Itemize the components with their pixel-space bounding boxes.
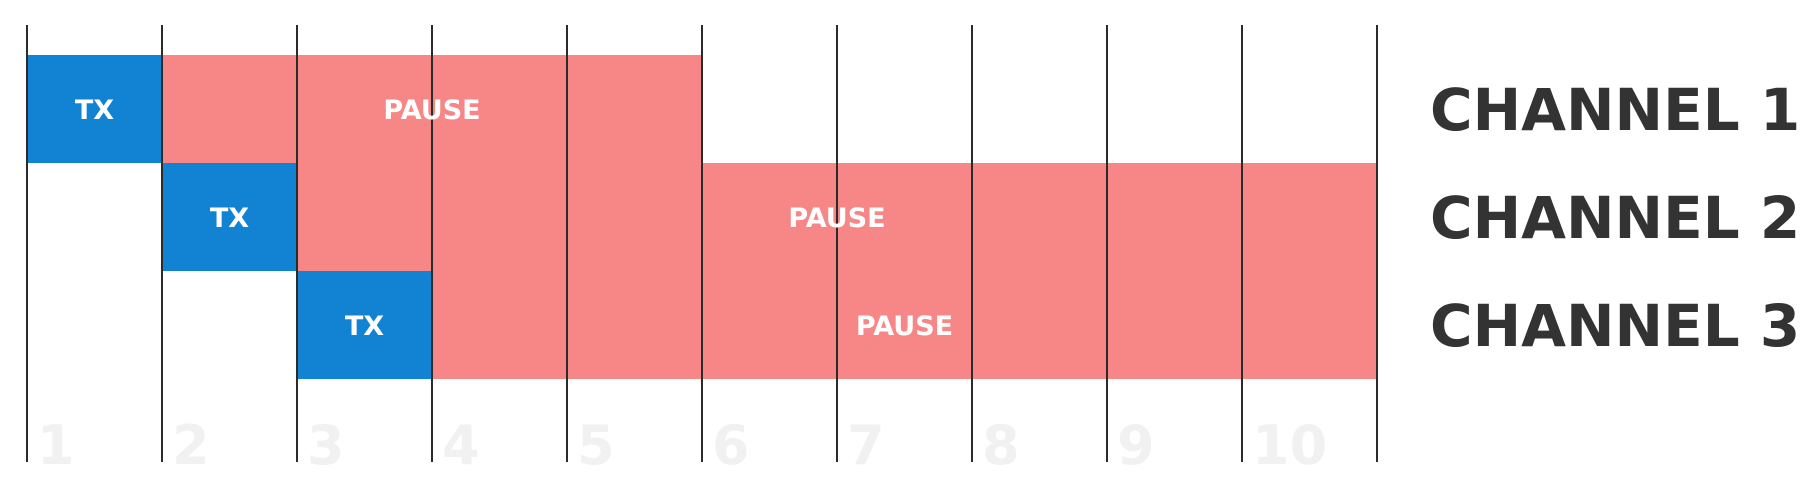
- timeslot-number: 1: [37, 414, 75, 477]
- channel-labels: CHANNEL 1 CHANNEL 2 CHANNEL 3: [1430, 76, 1800, 360]
- channel-label: CHANNEL 2: [1430, 184, 1800, 252]
- timeslot-number: 5: [577, 414, 615, 477]
- pause-segment: [432, 271, 1377, 379]
- tx-segment: [297, 271, 432, 379]
- timeslot-number: 2: [172, 414, 210, 477]
- pause-segment-label: PAUSE: [788, 203, 885, 234]
- segment-labels: TX PAUSE TX PAUSE TX PAUSE: [75, 95, 953, 342]
- tx-segment: [162, 163, 297, 271]
- tx-segment-label: TX: [345, 311, 384, 342]
- timeslot-number: 3: [307, 414, 345, 477]
- channel-label: CHANNEL 1: [1430, 76, 1800, 144]
- timeslot-gridlines: [26, 25, 1378, 462]
- tx-segment-label: TX: [75, 95, 114, 126]
- tx-segment: [27, 55, 162, 163]
- pause-segment-label: PAUSE: [856, 311, 953, 342]
- timeslot-number: 8: [982, 414, 1020, 477]
- timeslot-number: 9: [1117, 414, 1155, 477]
- channel-label: CHANNEL 3: [1430, 292, 1800, 360]
- timeslot-number: 6: [712, 414, 750, 477]
- tx-segment-label: TX: [210, 203, 249, 234]
- timeslot-number: 4: [442, 414, 480, 477]
- pause-segment-label: PAUSE: [383, 95, 480, 126]
- timeslot-number: 10: [1252, 414, 1327, 477]
- timeslot-number-labels: 1 2 3 4 5 6 7 8 9 10: [37, 414, 1327, 477]
- timeslot-number: 7: [847, 414, 885, 477]
